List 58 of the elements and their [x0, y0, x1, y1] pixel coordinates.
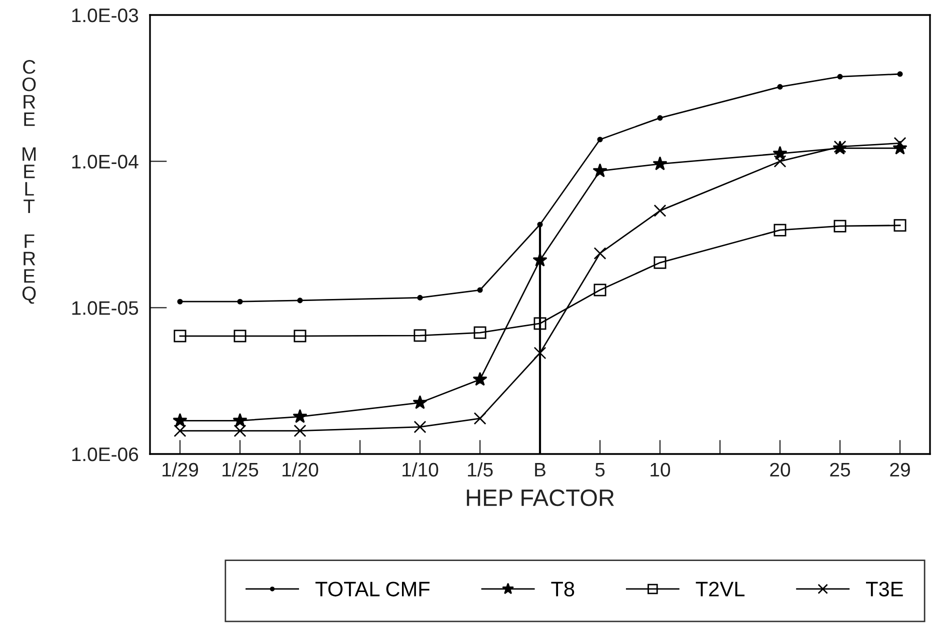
point: [534, 317, 546, 330]
legend-label: T8: [551, 582, 574, 596]
point: [894, 136, 906, 150]
point: [894, 219, 906, 232]
point: [774, 224, 786, 236]
y-tick-label: 1.0E-03: [72, 8, 138, 22]
point: [232, 413, 248, 427]
x-tick-label: 20: [770, 462, 790, 477]
point: [412, 395, 428, 410]
x-tick-label: 1/29: [162, 462, 198, 477]
point: [774, 155, 786, 168]
point: [772, 146, 788, 160]
point: [474, 326, 486, 339]
point: [237, 298, 243, 304]
point: [297, 298, 303, 304]
point: [594, 284, 606, 296]
point: [234, 330, 246, 342]
x-tick-label: 29: [890, 462, 910, 477]
point: [414, 329, 426, 342]
point: [234, 424, 246, 438]
point: [472, 372, 488, 386]
point: [294, 424, 306, 438]
point: [417, 294, 423, 300]
point: [174, 330, 186, 342]
y-tick-label: 1.0E-05: [72, 301, 138, 315]
x-tick-label: 1/10: [402, 462, 438, 477]
x-tick-label: 25: [830, 462, 850, 477]
x-tick-label: B: [535, 463, 546, 476]
x-tick-label: 1/5: [468, 462, 493, 477]
legend-label: T3E: [866, 582, 903, 596]
x-tick-label: 5: [595, 463, 605, 477]
point: [594, 247, 606, 260]
point: [174, 424, 186, 438]
point: [597, 136, 603, 142]
text: CORE MELT FREQ: [22, 60, 36, 304]
point: [477, 287, 483, 293]
point: [897, 71, 903, 77]
legend-label: T2VL: [696, 582, 744, 596]
point: [414, 420, 426, 434]
y-tick-label: 1.0E-06: [72, 447, 138, 462]
point: [777, 84, 783, 90]
point: [292, 409, 308, 423]
point: [834, 220, 846, 232]
point: [652, 156, 668, 170]
point: [294, 330, 306, 342]
point: [177, 298, 183, 304]
x-tick-label: 1/25: [222, 462, 258, 477]
point: [592, 163, 608, 178]
point: [654, 204, 666, 217]
x-tick-label: 10: [650, 462, 670, 477]
point: [172, 413, 188, 427]
y-tick-label: 1.0E-04: [72, 154, 138, 169]
point: [657, 115, 663, 121]
point: [837, 74, 843, 80]
legend-label: TOTAL CMF: [315, 582, 430, 596]
x-axis-title: HEP FACTOR: [466, 489, 614, 506]
point: [654, 256, 666, 269]
x-tick-label: 1/20: [282, 462, 318, 477]
